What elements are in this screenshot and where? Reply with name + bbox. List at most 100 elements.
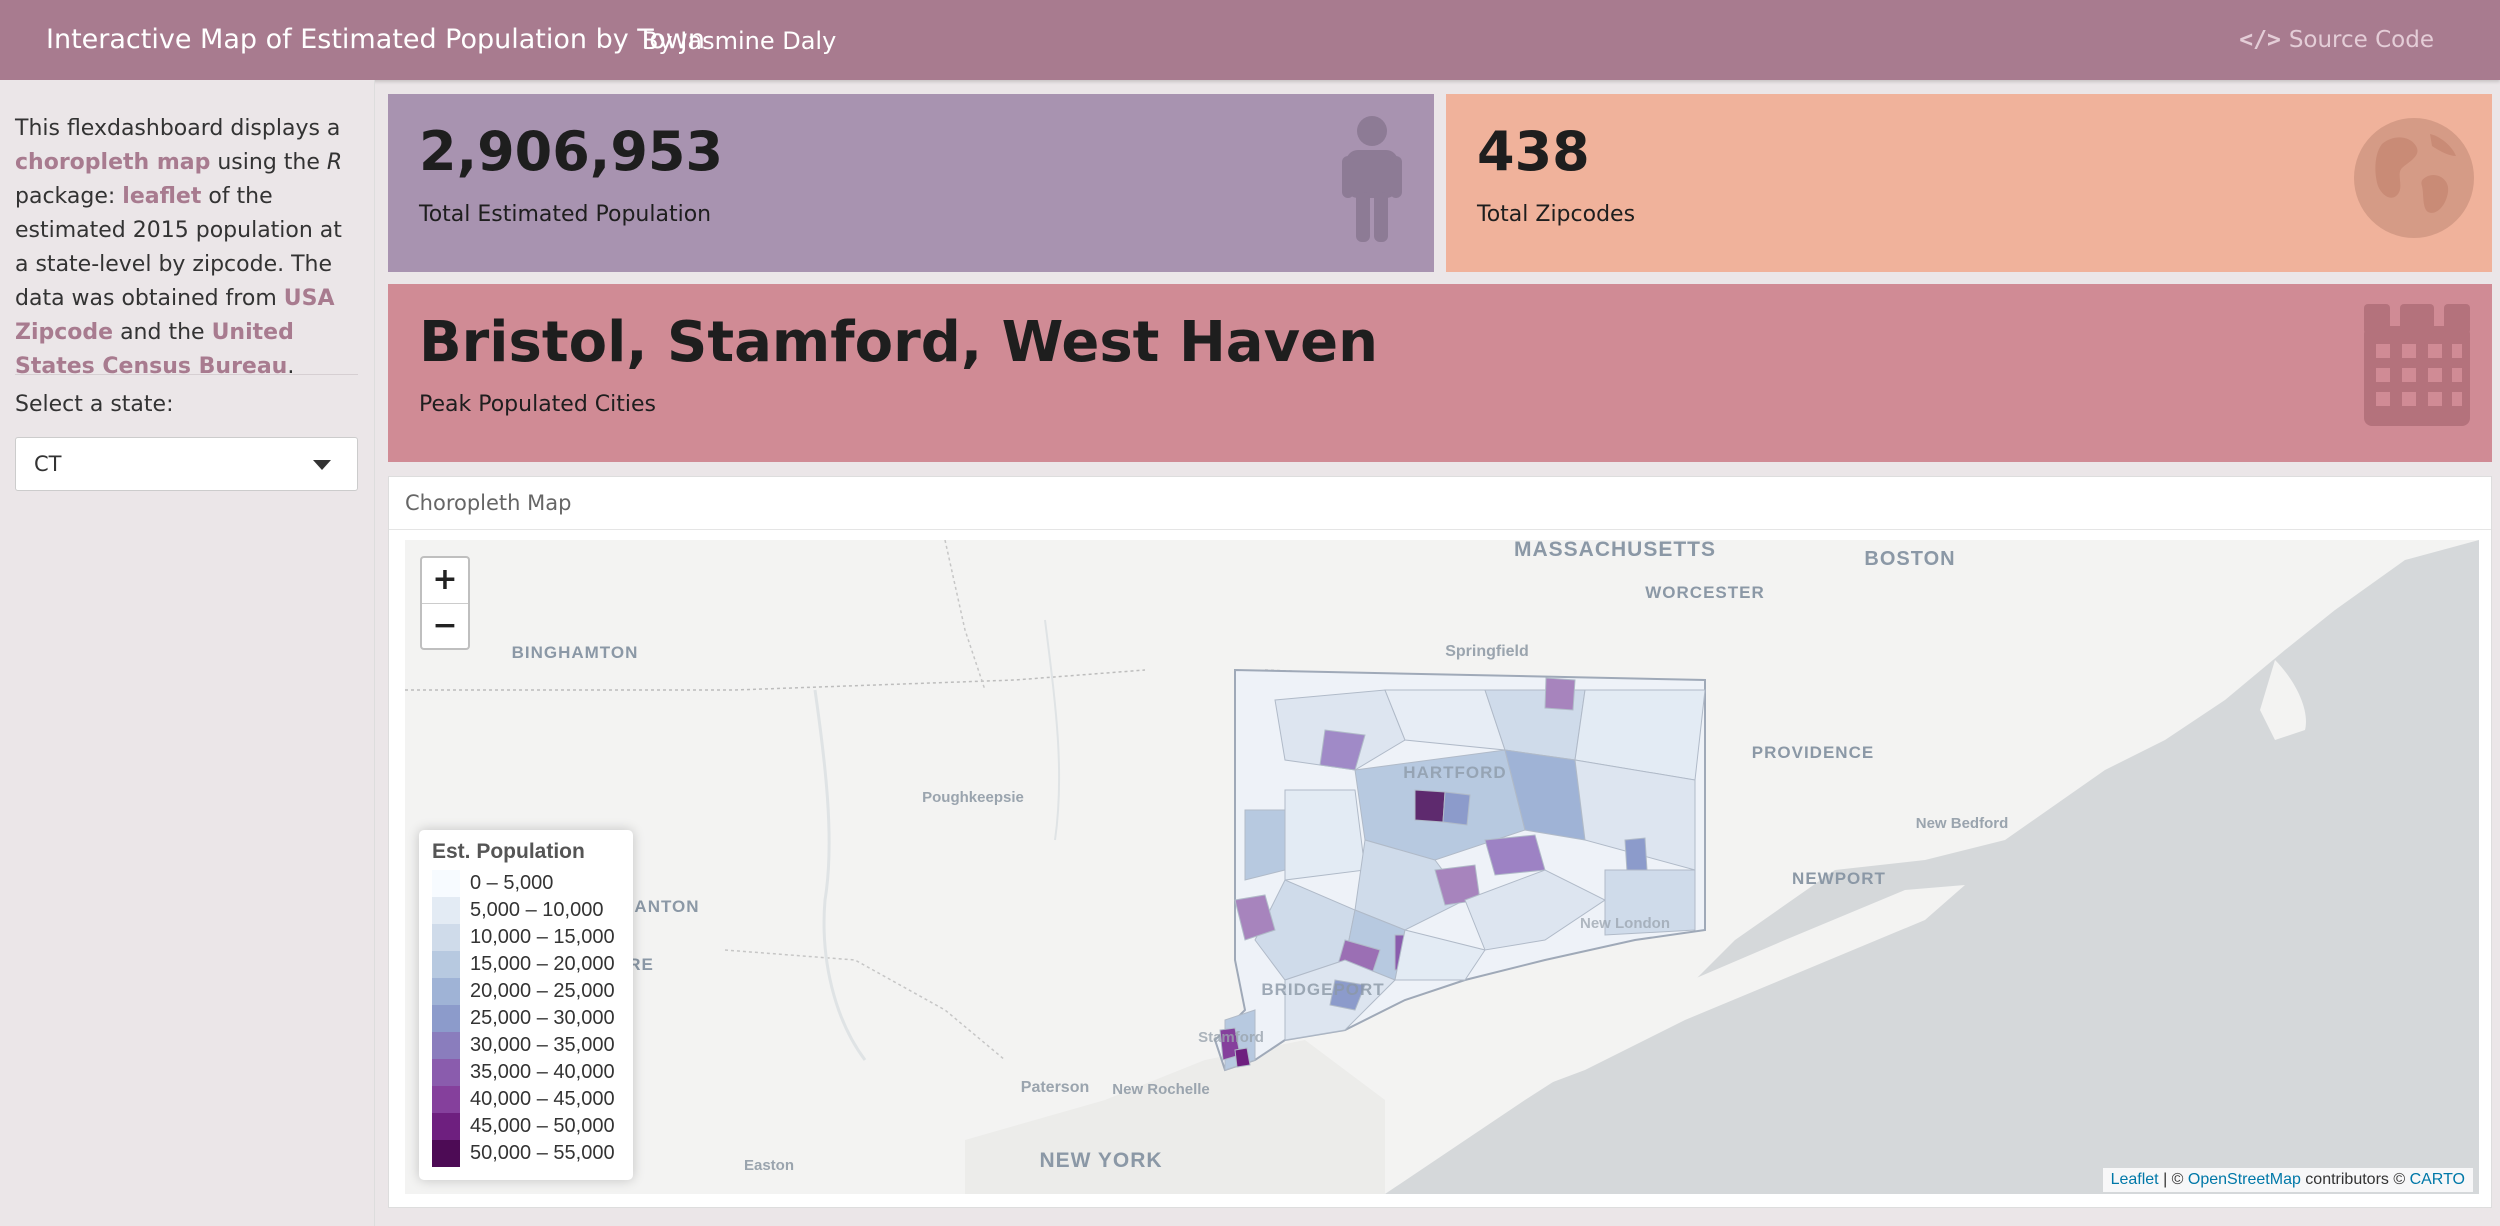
desc-text: using the (210, 150, 327, 175)
state-select-label: Select a state: (15, 392, 174, 417)
card-divider (389, 529, 2491, 530)
long-island (1505, 885, 1965, 1100)
source-code-label: Source Code (2288, 27, 2434, 53)
legend-label: 50,000 – 55,000 (470, 1142, 615, 1164)
map-label-anton: ANTON (634, 897, 699, 916)
legend-label: 10,000 – 15,000 (470, 926, 615, 948)
map-label-new-london: New London (1580, 915, 1670, 932)
cape-cod (2260, 660, 2306, 740)
total-population-valuebox: 2,906,953 Total Estimated Population (388, 94, 1434, 272)
state-select-value: CT (34, 452, 62, 476)
zoom-control: + − (420, 556, 470, 650)
state-border (405, 669, 1146, 691)
sidebar: This flexdashboard displays a choropleth… (0, 80, 375, 1226)
map-legend: Est. Population 0 – 5,000 5,000 – 10,000 1… (419, 830, 633, 1180)
legend-item: 50,000 – 55,000 (432, 1140, 632, 1167)
legend-item: 10,000 – 15,000 (432, 924, 632, 951)
legend-label: 35,000 – 40,000 (470, 1061, 615, 1083)
legend-item: 40,000 – 45,000 (432, 1086, 632, 1113)
zoom-out-button[interactable]: − (432, 608, 458, 643)
legend-swatch (432, 951, 460, 978)
map-label-stamford: Stamford (1198, 1029, 1264, 1046)
legend-item: 45,000 – 50,000 (432, 1113, 632, 1140)
r-language-label: R (326, 150, 343, 175)
total-population-value: 2,906,953 (419, 120, 724, 183)
map-label-new-bedford: New Bedford (1916, 815, 2009, 832)
map-label-poughkeepsie: Poughkeepsie (922, 789, 1024, 806)
person-icon (1342, 116, 1402, 242)
legend-swatch (432, 1086, 460, 1113)
legend-label: 40,000 – 45,000 (470, 1088, 615, 1110)
map-basemap[interactable]: MASSACHUSETTS BOSTON WORCESTER BINGHAMTO… (405, 540, 2479, 1194)
total-population-caption: Total Estimated Population (419, 202, 712, 227)
total-zipcodes-caption: Total Zipcodes (1477, 202, 1636, 227)
map-label-newport: NEWPORT (1792, 869, 1886, 888)
legend-swatch (432, 1005, 460, 1032)
legend-item: 0 – 5,000 (432, 870, 632, 897)
legend-item: 35,000 – 40,000 (432, 1059, 632, 1086)
legend-item: 15,000 – 20,000 (432, 951, 632, 978)
state-select[interactable]: CT (15, 437, 358, 491)
globe-icon (2354, 118, 2474, 238)
river (813, 689, 867, 1061)
map-label-new-york: NEW YORK (1039, 1149, 1162, 1172)
map-label-boston: BOSTON (1864, 548, 1955, 570)
source-code-link[interactable]: </> Source Code (2239, 27, 2434, 53)
state-border (724, 949, 1006, 1061)
map-label-re: RE (628, 955, 654, 974)
zoom-in-button[interactable]: + (422, 558, 468, 604)
map-label-worcester: WORCESTER (1645, 583, 1765, 602)
legend-swatch (432, 897, 460, 924)
map-label-bridgeport: BRIDGEPORT (1261, 980, 1384, 999)
sidebar-description: This flexdashboard displays a choropleth… (15, 112, 355, 384)
legend-swatch (432, 924, 460, 951)
legend-label: 30,000 – 35,000 (470, 1034, 615, 1056)
legend-swatch (432, 978, 460, 1005)
carto-attribution-link[interactable]: CARTO (2409, 1171, 2465, 1188)
navbar: Interactive Map of Estimated Population … (0, 0, 2500, 80)
desc-text: . (287, 354, 295, 379)
legend-swatch (432, 1059, 460, 1086)
connecticut-region[interactable] (1213, 668, 1706, 1072)
legend-swatch (432, 1113, 460, 1140)
map-label-hartford: HARTFORD (1403, 763, 1506, 782)
map-card: Choropleth Map (388, 476, 2492, 1208)
legend-label: 5,000 – 10,000 (470, 899, 604, 921)
legend-item: 5,000 – 10,000 (432, 897, 632, 924)
ny-metro (965, 1040, 1385, 1194)
attribution-sep: | © (2158, 1171, 2188, 1188)
usa-zipcode-link[interactable]: USA Zipcode (15, 286, 335, 345)
desc-text: of the estimated 2015 population at a st… (15, 184, 342, 311)
map-card-title: Choropleth Map (405, 491, 572, 515)
desc-text: and the (113, 320, 212, 345)
map-attribution: Leaflet | © OpenStreetMap contributors ©… (2102, 1168, 2473, 1192)
map-label-new-rochelle: New Rochelle (1112, 1081, 1210, 1098)
legend-label: 20,000 – 25,000 (470, 980, 615, 1002)
legend-swatch (432, 1032, 460, 1059)
total-zipcodes-value: 438 (1477, 120, 1590, 183)
map-label-providence: PROVIDENCE (1752, 743, 1874, 762)
dashboard-author: By Jasmine Daly (642, 27, 837, 55)
river (1044, 619, 1061, 841)
leaflet-link[interactable]: leaflet (122, 184, 202, 209)
map-label-paterson: Paterson (1021, 1079, 1089, 1096)
legend-label: 25,000 – 30,000 (470, 1007, 615, 1029)
dashboard-title: Interactive Map of Estimated Population … (46, 24, 705, 55)
legend-item: 20,000 – 25,000 (432, 978, 632, 1005)
legend-swatch (432, 870, 460, 897)
chevron-down-icon[interactable] (313, 460, 331, 470)
osm-attribution-link[interactable]: OpenStreetMap (2187, 1171, 2301, 1188)
map-label-massachusetts: MASSACHUSETTS (1514, 540, 1716, 561)
choropleth-map-link[interactable]: choropleth map (15, 150, 211, 175)
leaflet-attribution-link[interactable]: Leaflet (2110, 1171, 2159, 1188)
attribution-contrib: contributors © (2300, 1171, 2410, 1188)
peak-cities-caption: Peak Populated Cities (419, 392, 657, 417)
choropleth-map[interactable]: MASSACHUSETTS BOSTON WORCESTER BINGHAMTO… (405, 540, 2479, 1194)
legend-label: 15,000 – 20,000 (470, 953, 615, 975)
legend-title: Est. Population (432, 840, 585, 863)
map-label-easton: Easton (744, 1157, 794, 1174)
peak-cities-value: Bristol, Stamford, West Haven (419, 310, 1378, 375)
total-zipcodes-valuebox: 438 Total Zipcodes (1446, 94, 2492, 272)
desc-text: This flexdashboard displays a (15, 116, 341, 141)
legend-label: 0 – 5,000 (470, 872, 554, 894)
